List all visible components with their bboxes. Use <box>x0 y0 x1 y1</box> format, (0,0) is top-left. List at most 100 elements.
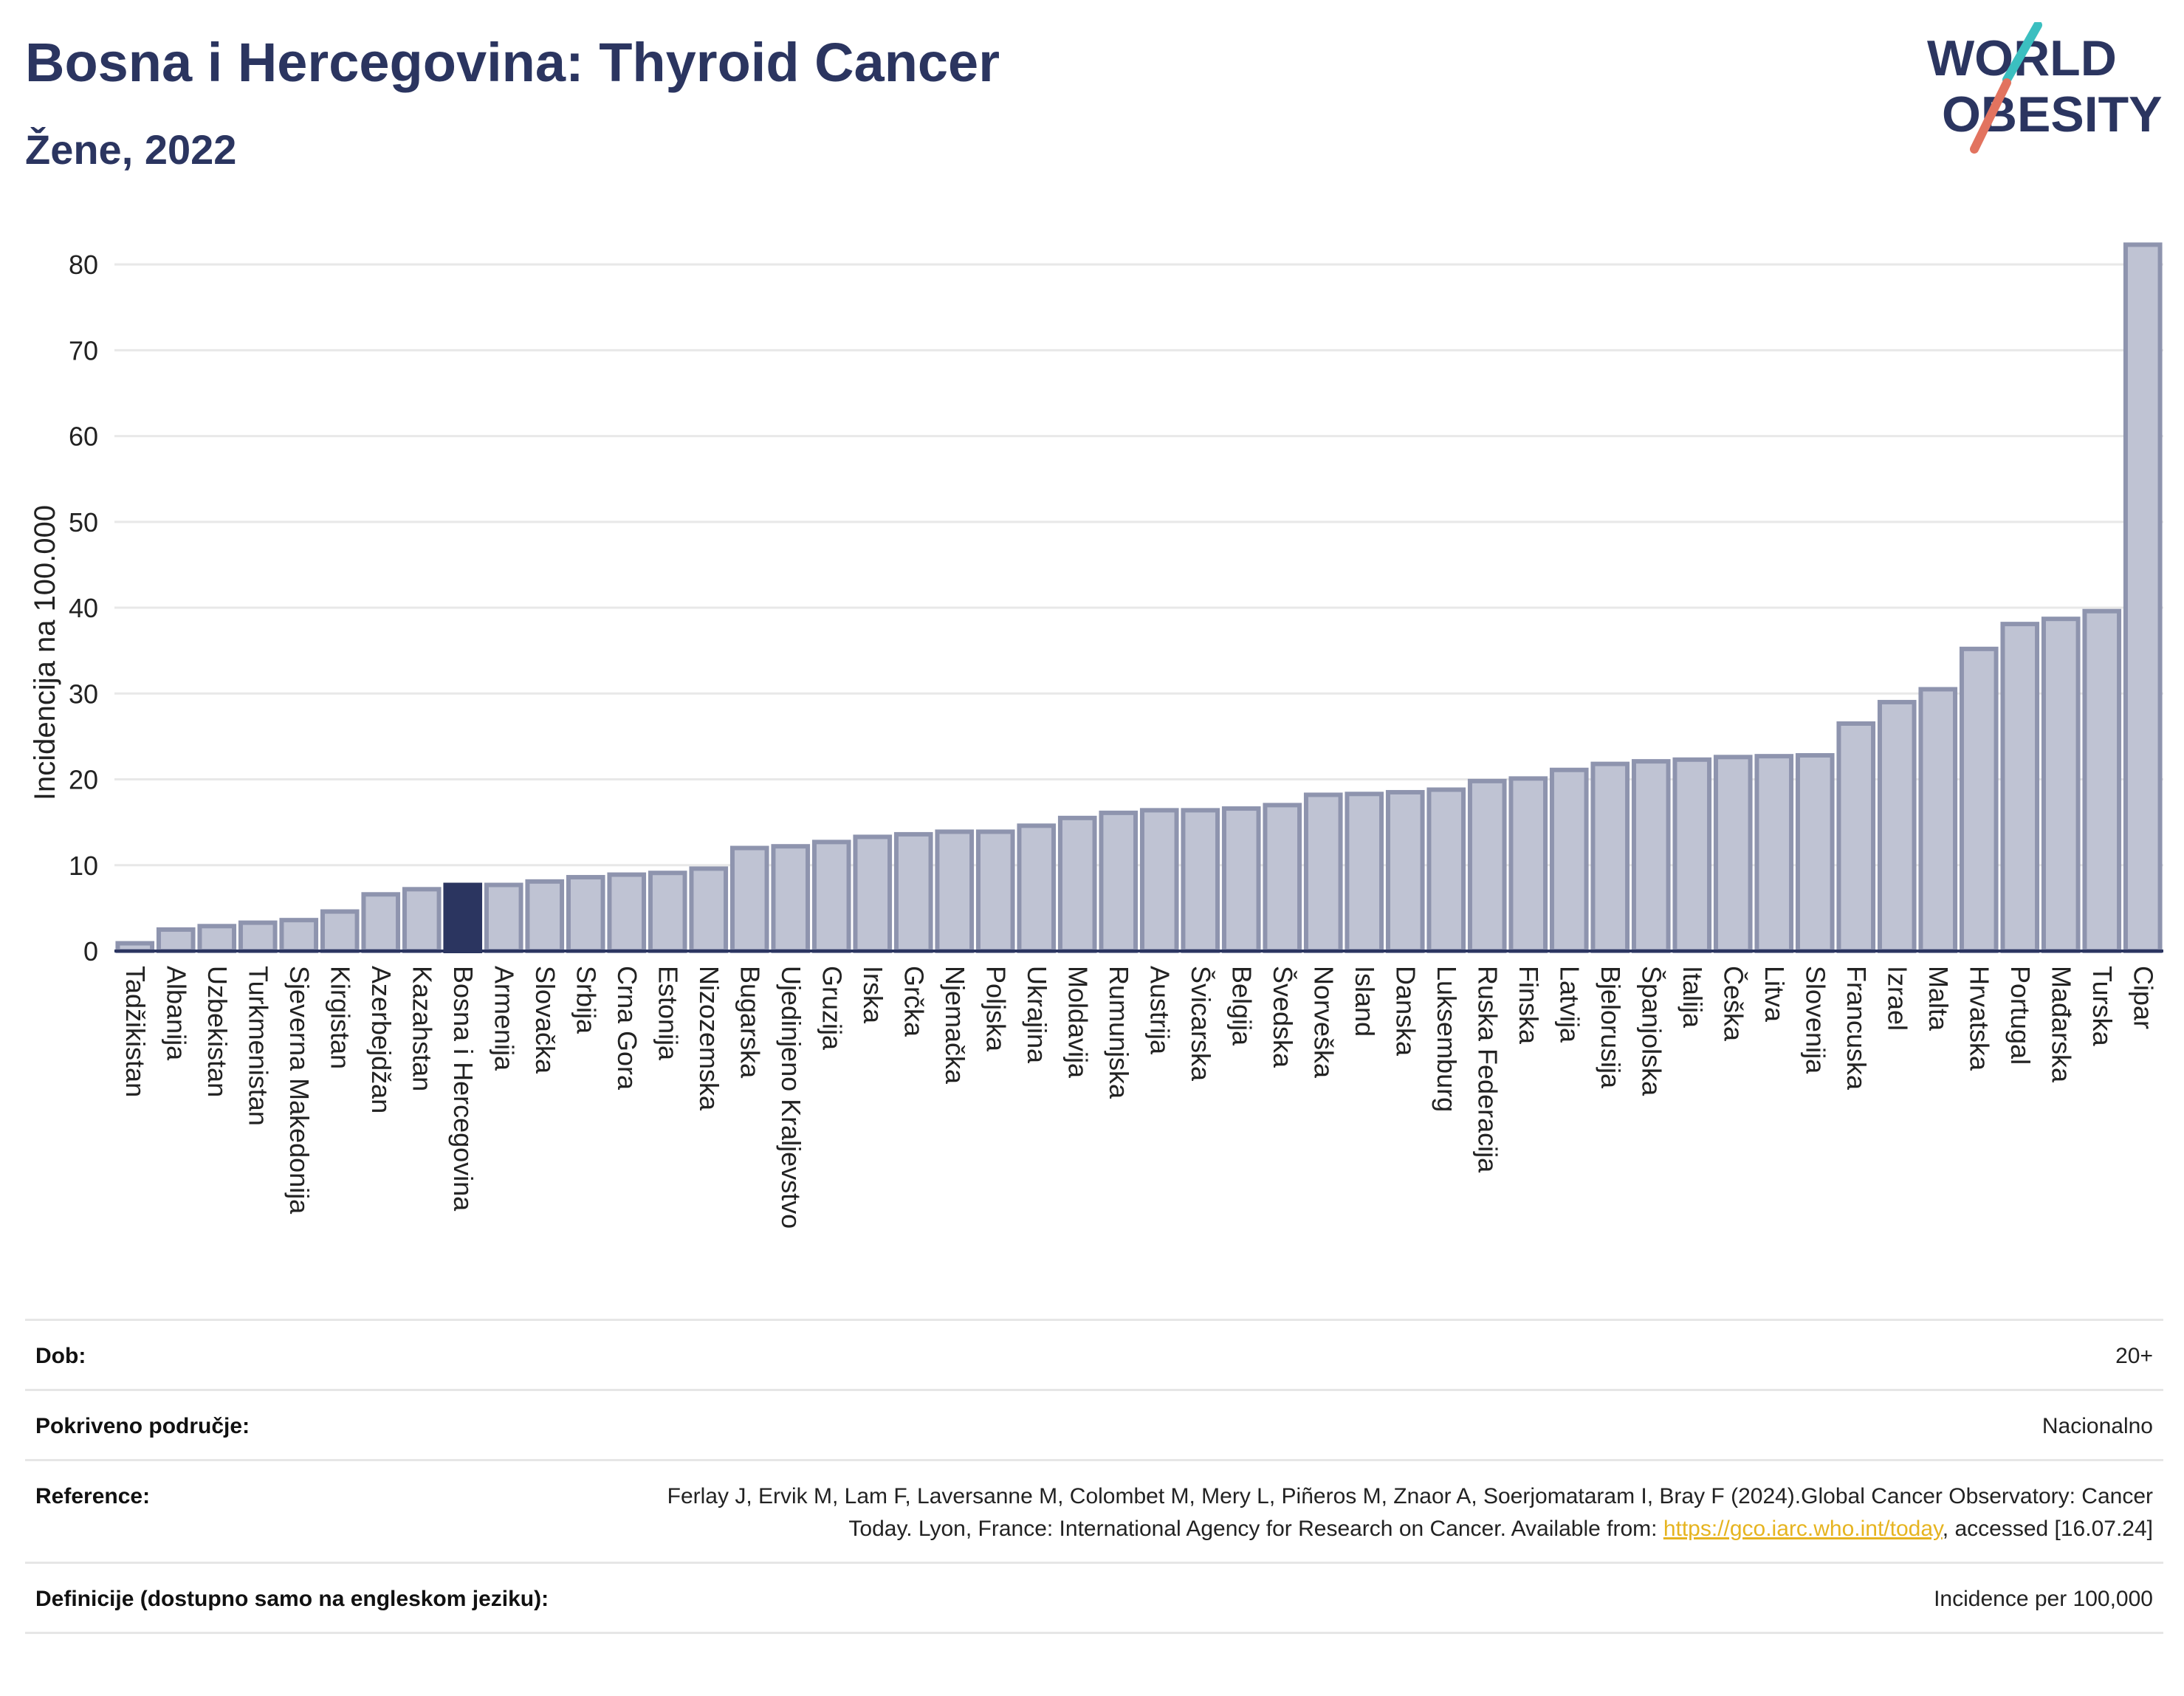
bar <box>156 927 196 953</box>
reference-text: Ferlay J, Ervik M, Lam F, Laversanne M, … <box>667 1484 2153 1541</box>
y-tick-label: 10 <box>69 851 98 881</box>
x-tick-label: Grčka <box>899 966 929 1037</box>
x-tick-label: Luksemburg <box>1432 966 1462 1112</box>
bar <box>1877 699 1917 954</box>
bar <box>1385 789 1425 954</box>
bar <box>2041 617 2081 954</box>
chart-subtitle: Žene, 2022 <box>25 126 237 173</box>
meta-row-age: Dob: 20+ <box>25 1319 2163 1389</box>
bar <box>566 875 605 953</box>
bars <box>115 242 2163 954</box>
y-axis-label: Incidencija na 100.000 <box>29 505 61 800</box>
bar <box>402 887 442 953</box>
x-tick-label: Kazahstan <box>407 966 437 1091</box>
x-tick-label: Litva <box>1759 966 1790 1023</box>
x-tick-label: Armenija <box>489 966 519 1071</box>
x-tick-label: Uzbekistan <box>202 966 233 1097</box>
meta-value-age: 20+ <box>2115 1344 2153 1368</box>
meta-label-age: Dob: <box>35 1344 86 1368</box>
meta-value-reference: Ferlay J, Ervik M, Lam F, Laversanne M, … <box>602 1480 2153 1545</box>
x-tick-label: Turska <box>2087 966 2118 1047</box>
x-tick-label: Francuska <box>1841 966 1872 1091</box>
x-tick-label: Švicarska <box>1186 966 1216 1082</box>
logo-slash-teal <box>2002 22 2042 84</box>
y-tick-labels: 0 10 20 30 40 50 60 70 80 <box>69 250 98 967</box>
bar <box>1631 759 1671 953</box>
x-tick-label: Albanija <box>161 966 191 1061</box>
bar <box>853 834 893 954</box>
bar <box>607 872 647 953</box>
bar <box>2000 622 2040 954</box>
meta-row-coverage: Pokriveno područje: Nacionalno <box>25 1389 2163 1459</box>
bar <box>1221 806 1261 954</box>
bar <box>975 829 1015 954</box>
bar <box>1713 755 1753 953</box>
bar <box>1754 754 1794 953</box>
x-tick-label: Bugarska <box>735 966 765 1079</box>
bar <box>279 918 319 953</box>
bar <box>1959 646 1999 953</box>
x-tick-label: Latvija <box>1554 966 1584 1043</box>
meta-value-definitions: Incidence per 100,000 <box>1934 1587 2153 1611</box>
bar <box>2082 608 2122 954</box>
y-tick-label: 70 <box>69 335 98 365</box>
x-tick-label: Austrija <box>1144 966 1175 1055</box>
bar <box>197 924 237 953</box>
x-tick-label: Mađarska <box>2046 966 2076 1083</box>
x-tick-label: Švedska <box>1268 966 1298 1068</box>
x-tick-label: Rumunjska <box>1104 966 1134 1099</box>
x-tick-label: Poljska <box>981 966 1011 1052</box>
chart-title: Bosna i Hercegovina: Thyroid Cancer <box>25 32 1000 93</box>
reference-link[interactable]: https://gco.iarc.who.int/today <box>1663 1517 1943 1541</box>
y-tick-label: 30 <box>69 679 98 709</box>
bar <box>1345 792 1384 954</box>
metadata-table: Dob: 20+ Pokriveno područje: Nacionalno … <box>25 1319 2163 1634</box>
bar <box>443 882 483 953</box>
x-tick-label: Crna Gora <box>612 966 642 1091</box>
bar <box>1139 808 1179 954</box>
x-tick-label: Ujedinjeno Kraljevstvo <box>776 966 806 1229</box>
x-tick-label: Nizozemska <box>694 966 724 1111</box>
bar <box>648 871 687 953</box>
bar <box>1467 778 1507 954</box>
bar <box>729 845 769 954</box>
bar <box>935 829 975 954</box>
meta-label-definitions: Definicije (dostupno samo na engleskom j… <box>35 1587 549 1611</box>
bar <box>1549 767 1589 953</box>
y-tick-label: 20 <box>69 765 98 795</box>
x-tick-label: Portugal <box>2005 966 2036 1065</box>
bar <box>320 909 360 953</box>
x-tick-label: Norveška <box>1308 966 1339 1079</box>
x-tick-label: Španjolska <box>1636 966 1666 1096</box>
bar <box>771 844 811 954</box>
x-tick-label: Češka <box>1718 966 1748 1042</box>
bar <box>1303 792 1343 954</box>
bar <box>525 879 565 953</box>
x-tick-label: Ruska Federacija <box>1472 966 1503 1173</box>
x-tick-label: Turkmenistan <box>243 966 273 1126</box>
bar <box>1426 787 1466 954</box>
bar <box>1017 823 1057 954</box>
x-tick-label: Tadžikistan <box>120 966 151 1097</box>
bar <box>893 831 933 954</box>
x-tick-label: Danska <box>1390 966 1421 1057</box>
y-tick-label: 0 <box>83 936 98 967</box>
y-tick-label: 80 <box>69 250 98 280</box>
x-tick-label: Izrael <box>1882 966 1912 1031</box>
x-tick-label: Azerbejdžan <box>366 966 396 1113</box>
logo-slash-coral <box>1970 78 2011 154</box>
x-tick-label: Belgija <box>1226 966 1257 1046</box>
x-tick-labels: Tadžikistan Albanija Uzbekistan Turkmenista… <box>120 966 2159 1229</box>
x-tick-label: Bosna i Hercegovina <box>448 966 478 1212</box>
bar-chart: 0 10 20 30 40 50 60 70 80 Incidencija na 100.000… <box>29 242 2163 1229</box>
bar <box>484 882 523 953</box>
x-tick-label: Sjeverna Makedonija <box>284 966 315 1215</box>
x-tick-label: Bjelorusija <box>1596 966 1626 1089</box>
x-tick-label: Estonija <box>653 966 683 1061</box>
y-tick-label: 50 <box>69 507 98 538</box>
meta-row-reference: Reference: Ferlay J, Ervik M, Lam F, Lav… <box>25 1459 2163 1562</box>
bar <box>689 866 729 953</box>
bar <box>1508 776 1548 953</box>
bar <box>238 920 278 953</box>
y-tick-label: 40 <box>69 593 98 623</box>
